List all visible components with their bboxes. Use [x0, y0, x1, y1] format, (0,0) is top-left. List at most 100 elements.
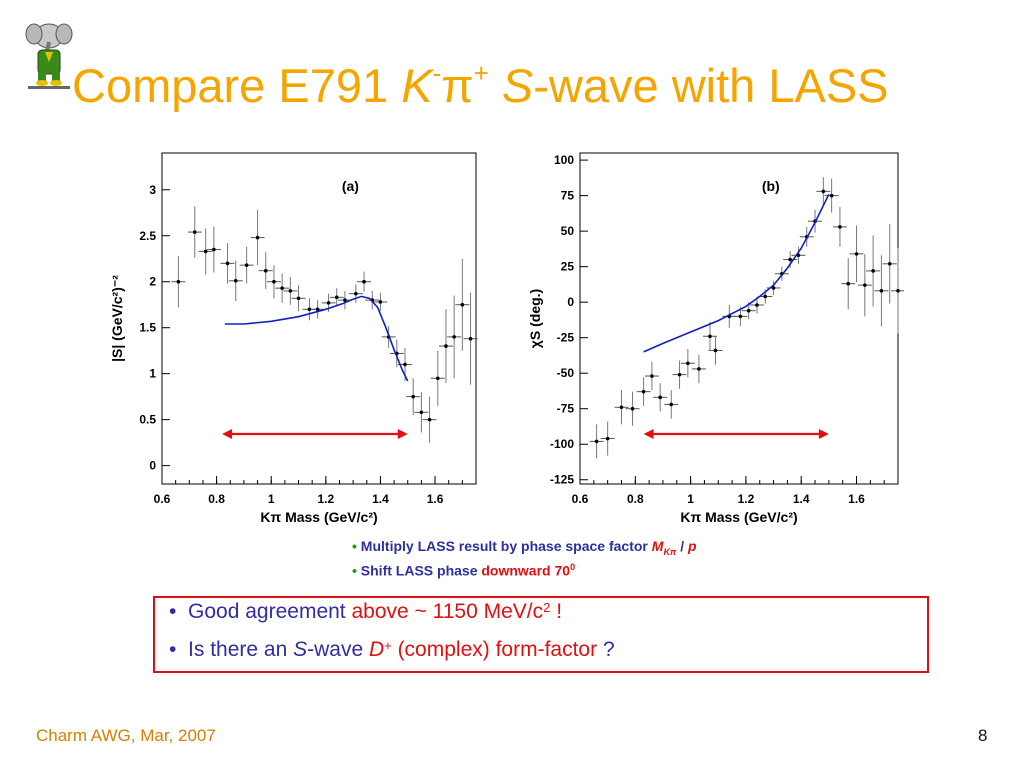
- data-point: [468, 336, 473, 341]
- data-point: [755, 303, 759, 307]
- note-shift: • Shift LASS phase downward 700: [352, 562, 576, 579]
- x-tick-label: 1.6: [427, 492, 444, 506]
- data-point: [419, 410, 424, 415]
- elephant-mascot-logo: [25, 23, 73, 89]
- x-tick-label: 1: [268, 492, 275, 506]
- data-point: [452, 335, 456, 339]
- x-tick-label: 1.6: [848, 492, 865, 506]
- x-tick-label: 0.6: [154, 492, 171, 506]
- range-arrow-left-head: [643, 429, 654, 439]
- range-arrow-right-head: [818, 429, 829, 439]
- data-point: [296, 296, 301, 301]
- data-point: [846, 281, 851, 286]
- data-point: [444, 344, 448, 348]
- data-point: [763, 294, 768, 299]
- data-point: [411, 394, 416, 399]
- conclusion-question: • Is there an S-wave D+ (complex) form-f…: [169, 638, 615, 661]
- conclusion-agreement: • Good agreement above ~ 1150 MeV/c2 !: [169, 600, 563, 623]
- data-point: [378, 300, 383, 304]
- data-point: [630, 406, 635, 411]
- range-arrow-right-head: [397, 429, 408, 439]
- data-point: [619, 405, 624, 410]
- data-point: [771, 286, 776, 290]
- data-point: [435, 376, 440, 381]
- data-point: [343, 298, 347, 302]
- x-tick-label: 1.2: [317, 492, 334, 506]
- data-point: [255, 235, 260, 240]
- data-point: [879, 288, 884, 293]
- y-axis-label: |S| (GeV/c²)⁻²: [109, 275, 125, 362]
- y-axis-label: χS (deg.): [528, 289, 543, 348]
- title-s: S: [501, 59, 534, 112]
- data-point: [605, 436, 610, 441]
- y-tick-label: 75: [561, 189, 575, 203]
- data-point: [362, 279, 366, 284]
- data-point: [821, 189, 826, 194]
- data-point: [887, 262, 892, 266]
- data-point: [863, 283, 867, 287]
- data-point: [854, 252, 859, 256]
- data-point: [708, 334, 712, 339]
- data-point: [896, 288, 900, 293]
- data-point: [233, 279, 238, 283]
- plot-frame: [161, 152, 477, 485]
- y-tick-label: -100: [550, 437, 574, 451]
- range-arrow-left-head: [222, 429, 233, 439]
- data-point: [288, 289, 293, 293]
- data-point: [326, 301, 331, 305]
- x-tick-label: 1.4: [372, 492, 389, 506]
- y-tick-label: -50: [557, 366, 575, 380]
- note-multiply: • Multiply LASS result by phase space fa…: [352, 538, 697, 557]
- fit-curve: [224, 295, 409, 382]
- data-point: [176, 279, 181, 284]
- data-point: [658, 395, 662, 400]
- data-point: [871, 269, 875, 273]
- fit-curve: [643, 193, 830, 353]
- data-point: [280, 286, 284, 290]
- data-point: [650, 374, 654, 378]
- data-point: [263, 268, 268, 273]
- data-point: [697, 367, 701, 371]
- data-point: [829, 193, 834, 198]
- data-point: [307, 307, 312, 312]
- y-tick-label: -75: [557, 402, 575, 416]
- data-point: [460, 302, 465, 307]
- data-point: [315, 307, 320, 312]
- footer-text: Charm AWG, Mar, 2007: [36, 726, 216, 745]
- data-point: [746, 308, 751, 313]
- x-tick-label: 1: [687, 492, 694, 506]
- y-tick-label: 0: [149, 459, 156, 473]
- x-axis-label: Kπ Mass (GeV/c²): [260, 509, 377, 525]
- data-point: [244, 263, 249, 267]
- data-point: [641, 389, 646, 394]
- data-point: [594, 439, 599, 444]
- y-tick-label: 1.5: [139, 321, 156, 335]
- data-point: [354, 291, 358, 296]
- data-point: [203, 249, 208, 254]
- page-number: 8: [978, 726, 988, 745]
- panel-label: (b): [762, 178, 780, 194]
- y-tick-label: 0.5: [139, 413, 156, 427]
- title-k: K: [401, 59, 433, 112]
- y-tick-label: 2: [149, 275, 156, 289]
- y-tick-label: 100: [554, 153, 574, 167]
- data-point: [272, 279, 276, 284]
- y-tick-label: 25: [561, 260, 575, 274]
- y-tick-label: 2.5: [139, 229, 156, 243]
- data-point: [192, 230, 197, 234]
- y-tick-label: -25: [557, 331, 575, 345]
- slide-title: Compare E791 K-π+ S-wave with LASS: [72, 58, 889, 112]
- data-point: [403, 362, 407, 367]
- data-point: [788, 257, 792, 262]
- data-point: [427, 417, 432, 422]
- y-tick-label: 50: [561, 224, 575, 238]
- x-tick-label: 1.4: [793, 492, 810, 506]
- notes: • Multiply LASS result by phase space fa…: [352, 538, 697, 586]
- x-axis-label: Kπ Mass (GeV/c²): [680, 509, 797, 525]
- x-tick-label: 0.8: [627, 492, 644, 506]
- conclusion-box: • Good agreement above ~ 1150 MeV/c2 ! •…: [153, 596, 929, 673]
- chart-magnitude: 0.6 0.8 1 1.2 1.4 1.6 0 0.5 1 1.5 2 2.5 3 Kπ Mass (Ge…: [109, 152, 478, 525]
- chart-phase: 0.6 0.8 1 1.2 1.4 1.6 100 75 50 25 0 -25 -50 -75 -100 -…: [528, 152, 904, 525]
- data-point: [225, 261, 230, 266]
- data-point: [669, 402, 674, 407]
